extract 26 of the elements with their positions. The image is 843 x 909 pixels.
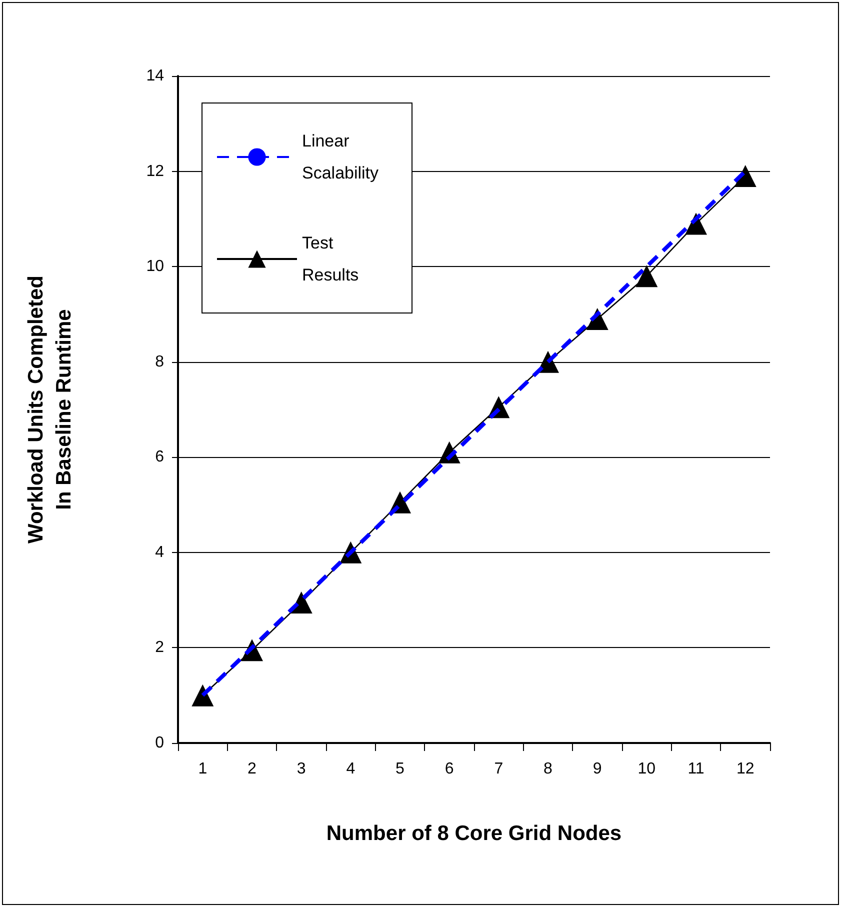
x-tick-label: 9	[592, 760, 602, 778]
legend-label: Linear Scalability	[302, 132, 380, 182]
point	[192, 684, 214, 706]
x-tick-label: 8	[544, 760, 553, 778]
x-tick-label: 10	[638, 760, 656, 778]
point	[636, 265, 658, 288]
y-tick-label: 2	[155, 639, 164, 656]
x-tick-label: 4	[346, 760, 356, 778]
x-tick-label: 7	[494, 760, 504, 778]
legend-label: Test Results	[302, 234, 359, 284]
x-tick-label: 11	[688, 760, 704, 778]
y-tick-label: 12	[146, 162, 164, 180]
y-axis-title: Workload Units Completed In Baseline Runtime	[24, 276, 76, 544]
x-tick-label: 5	[396, 760, 405, 778]
x-tick-label: 2	[248, 760, 257, 778]
x-tick-label: 3	[296, 760, 306, 778]
x-tick-label: 1	[198, 760, 208, 778]
x-axis-title: Number of 8 Core Grid Nodes	[326, 822, 622, 845]
y-tick-label: 6	[155, 448, 164, 466]
x-tick-label: 6	[444, 760, 454, 778]
y-tick-label: 4	[155, 544, 164, 561]
y-tick-label: 0	[155, 734, 164, 752]
y-tick-label: 8	[155, 353, 164, 370]
y-tick-label: 14	[146, 68, 164, 84]
y-tick-label: 10	[146, 258, 164, 276]
x-tick-label: 12	[736, 760, 754, 778]
